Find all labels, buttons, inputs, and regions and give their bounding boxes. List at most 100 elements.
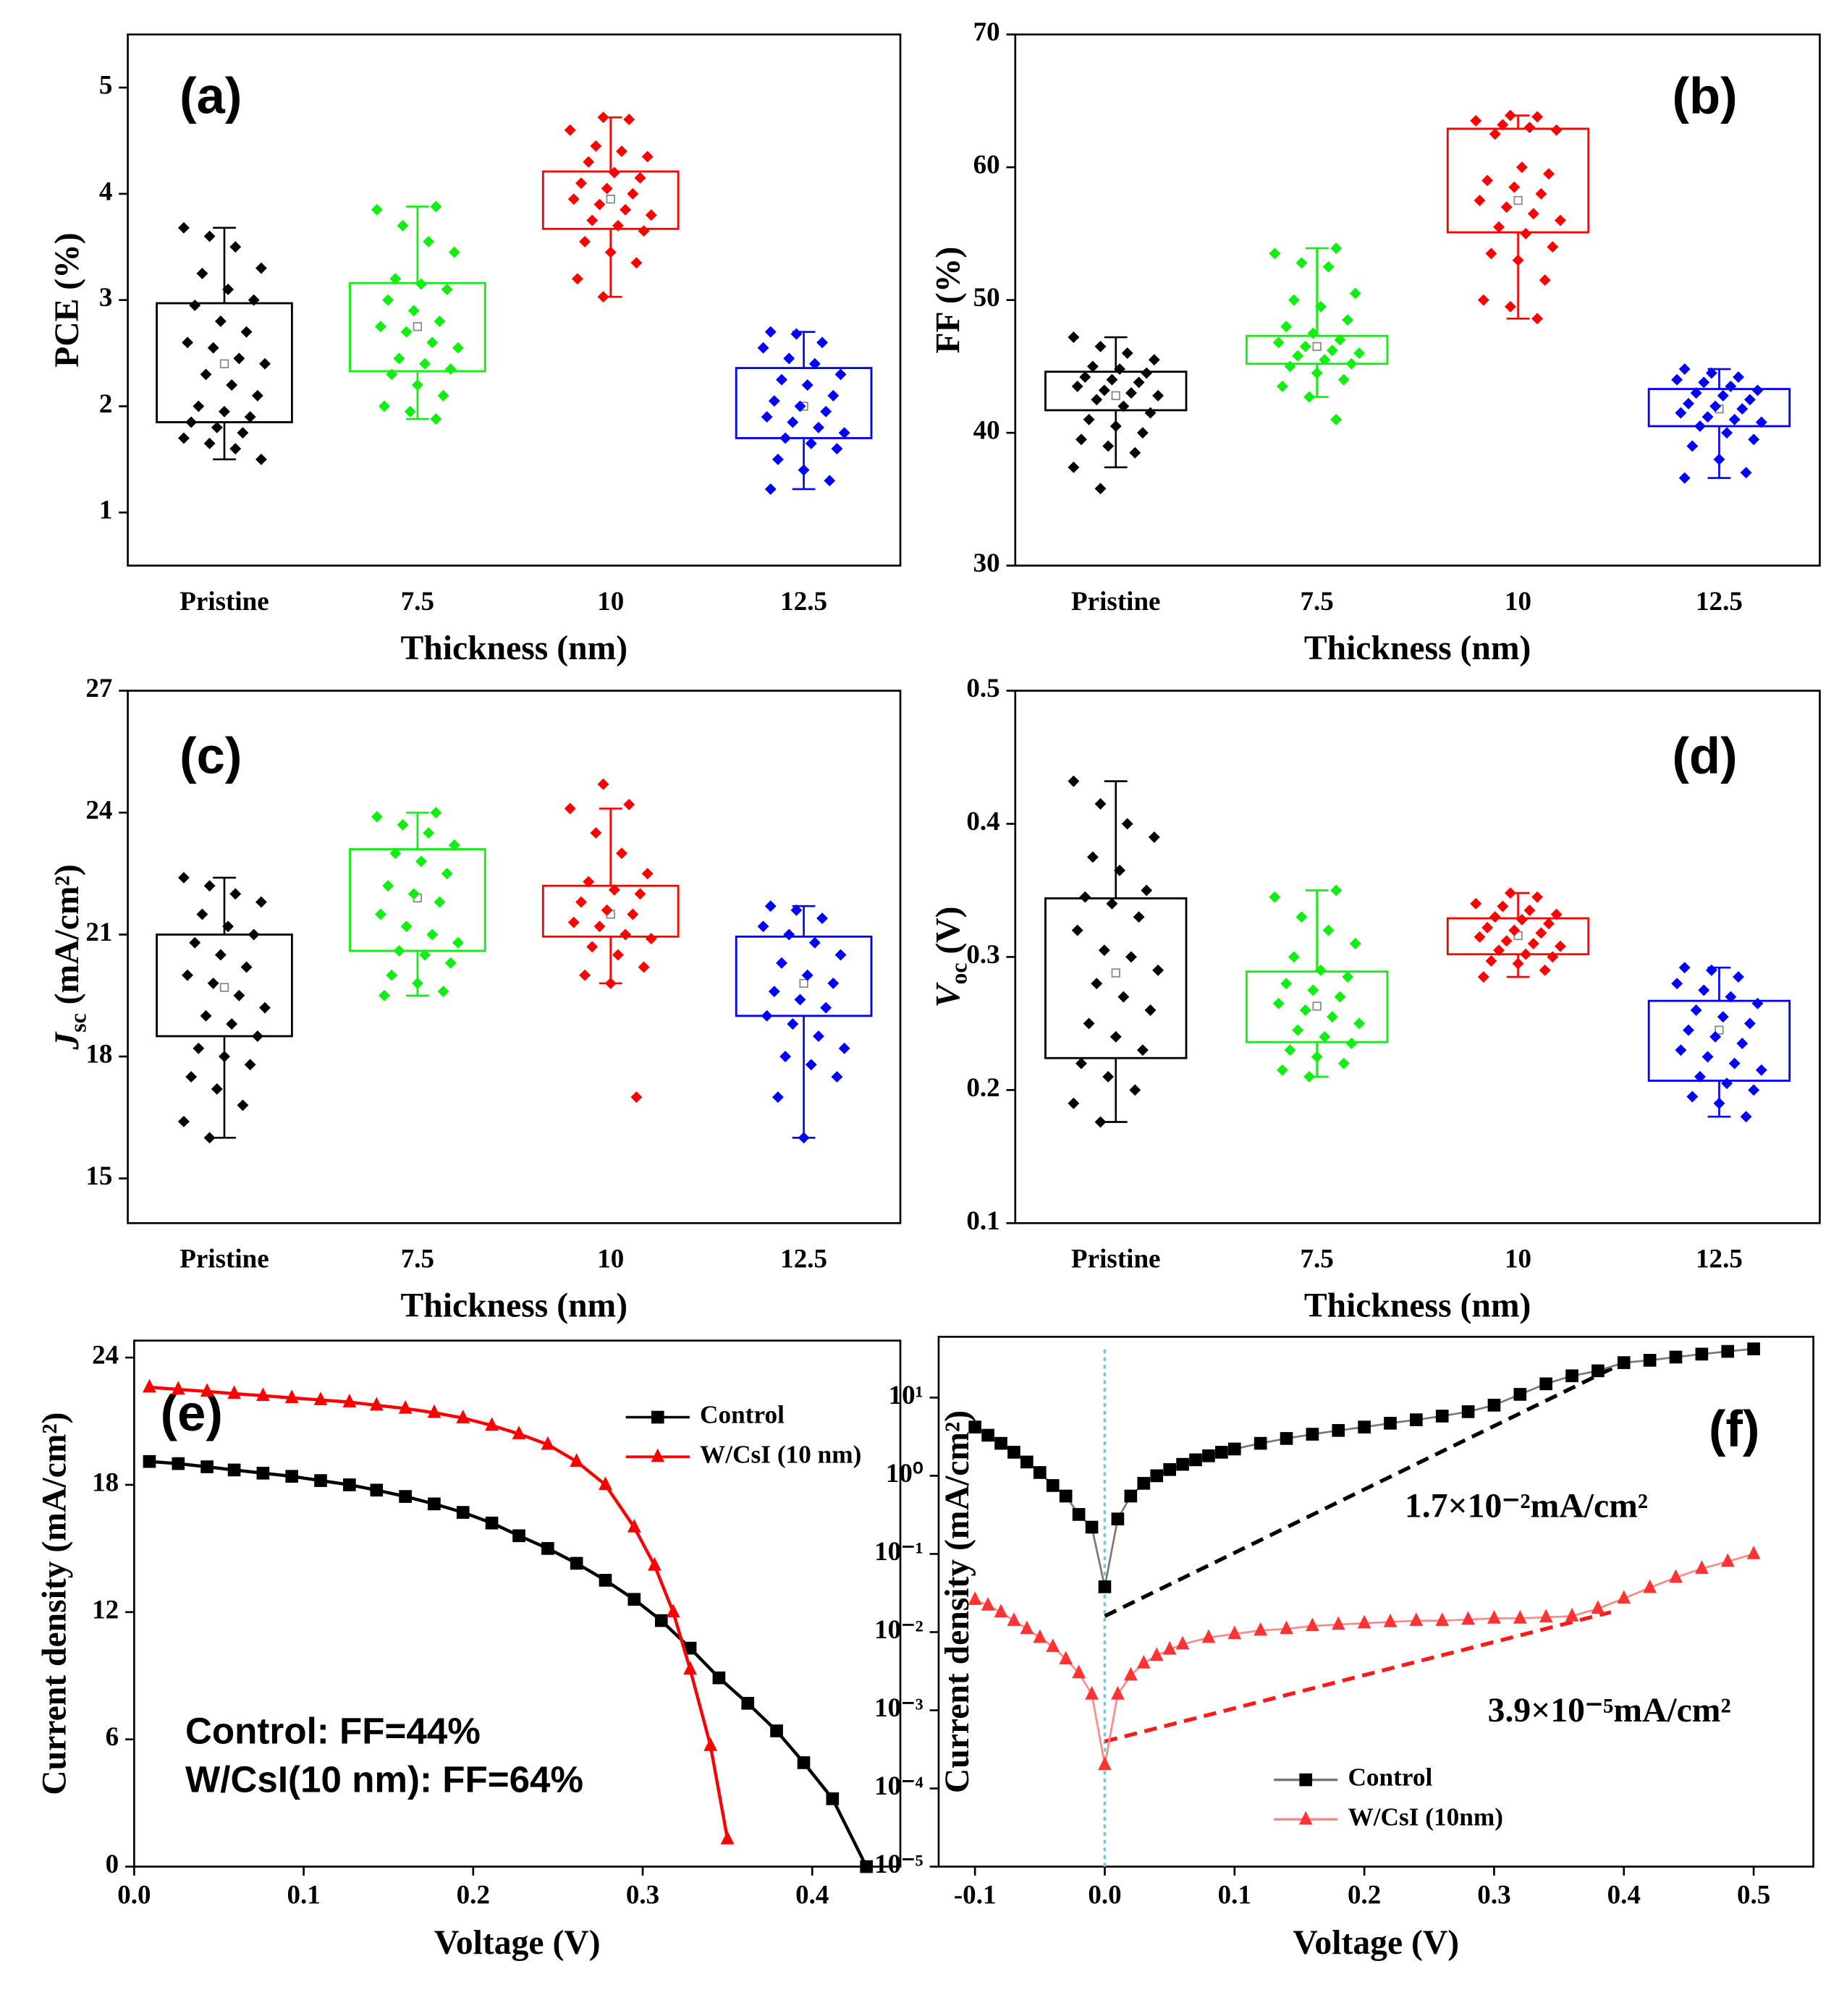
marker	[1705, 367, 1717, 379]
marker	[1485, 247, 1497, 260]
marker	[1311, 367, 1323, 379]
marker	[211, 1083, 223, 1095]
marker	[1148, 831, 1160, 843]
marker	[229, 888, 242, 900]
y-tick-label: 30	[973, 549, 1000, 578]
marker	[1523, 905, 1536, 916]
marker	[1079, 891, 1091, 903]
marker	[757, 920, 769, 933]
marker	[638, 225, 650, 237]
marker	[1713, 453, 1725, 465]
marker	[244, 411, 256, 423]
y-axis-label-unit: (mA/cm²)	[48, 864, 86, 1013]
y-axis-label: FF (%)	[930, 247, 968, 354]
box	[1044, 370, 1188, 412]
marker	[570, 1557, 583, 1570]
marker	[627, 908, 639, 920]
marker	[1148, 354, 1160, 366]
marker	[456, 1410, 470, 1423]
marker	[616, 847, 627, 860]
marker	[1358, 1420, 1371, 1433]
marker	[229, 443, 242, 455]
guide-line	[1104, 1360, 1625, 1618]
y-tick-label: 4	[99, 177, 113, 206]
y-tick-label: 40	[973, 416, 1000, 446]
marker	[1303, 391, 1316, 403]
x-tick-label: -0.1	[954, 1880, 997, 1910]
marker	[616, 145, 627, 158]
marker	[1497, 119, 1509, 131]
marker	[1102, 440, 1115, 452]
marker	[579, 235, 591, 247]
marker	[1202, 1449, 1215, 1462]
marker	[1102, 1071, 1115, 1083]
y-tick-label: 50	[973, 283, 1000, 313]
marker	[741, 1697, 755, 1710]
marker	[1280, 978, 1293, 990]
marker	[196, 267, 208, 279]
marker	[1141, 884, 1153, 897]
marker	[623, 114, 635, 126]
marker	[430, 413, 442, 425]
mean-marker	[1111, 391, 1120, 400]
y-tick-label: 70	[973, 17, 1000, 47]
marker	[1669, 1569, 1683, 1583]
panel-letter: (a)	[179, 67, 242, 124]
marker	[1709, 400, 1722, 412]
marker	[1334, 334, 1346, 346]
x-tick-label: 7.5	[1301, 587, 1334, 617]
marker	[512, 1426, 526, 1439]
marker	[1717, 1011, 1729, 1023]
marker	[1349, 938, 1361, 949]
marker	[1461, 1405, 1475, 1418]
marker	[1094, 483, 1107, 495]
x-tick-label: Pristine	[179, 1245, 269, 1274]
marker	[386, 969, 398, 981]
y-tick-label: 2	[99, 389, 113, 419]
marker	[1280, 1432, 1293, 1445]
panel-letter: (f)	[1709, 1399, 1760, 1457]
marker	[434, 315, 446, 327]
marker	[398, 1399, 413, 1414]
marker	[227, 1463, 241, 1477]
marker	[620, 928, 632, 941]
y-tick-label: 24	[85, 796, 112, 826]
marker	[1322, 924, 1335, 936]
y-tick-label: 15	[85, 1161, 112, 1191]
marker	[1695, 1560, 1709, 1574]
marker	[1675, 1044, 1687, 1056]
marker	[1410, 1413, 1423, 1426]
marker	[641, 868, 654, 880]
marker	[1748, 433, 1760, 446]
marker	[761, 411, 773, 423]
marker	[1512, 957, 1524, 970]
marker	[1345, 357, 1358, 370]
marker	[1276, 380, 1288, 392]
marker	[415, 278, 427, 290]
x-tick-label: Pristine	[1071, 1245, 1160, 1274]
marker	[968, 1591, 982, 1605]
marker	[1733, 971, 1744, 983]
marker	[485, 1516, 499, 1530]
marker	[597, 778, 609, 790]
marker	[1617, 1356, 1631, 1369]
marker	[583, 156, 595, 168]
marker	[1083, 413, 1095, 425]
marker	[1705, 964, 1717, 976]
marker	[757, 342, 769, 354]
y-tick-label: 5	[99, 71, 113, 101]
x-tick-label: Pristine	[179, 587, 269, 617]
marker	[1007, 1446, 1020, 1459]
marker	[1079, 371, 1091, 384]
marker	[787, 1018, 799, 1030]
marker	[428, 1497, 441, 1511]
y-tick-label: 10⁻⁵	[874, 1850, 923, 1879]
marker	[171, 1381, 185, 1395]
marker	[1322, 261, 1335, 273]
marker	[441, 868, 453, 880]
marker	[1481, 174, 1494, 187]
mean-marker	[219, 359, 229, 368]
marker	[342, 1394, 357, 1407]
marker	[178, 871, 190, 884]
marker	[1535, 187, 1547, 200]
